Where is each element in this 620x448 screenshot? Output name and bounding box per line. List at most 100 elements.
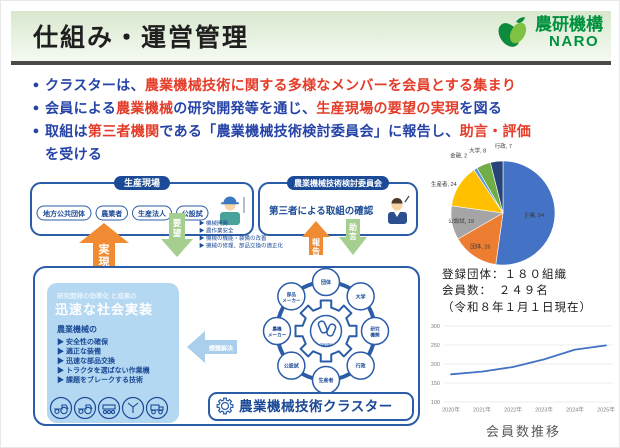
machine-glyph — [102, 409, 108, 415]
member-circle-label: 行政 — [355, 363, 367, 370]
pie-data-label: 公設試, 19 — [448, 217, 474, 225]
machine-glyph — [54, 408, 60, 415]
production-site-title: 生産現場 — [124, 177, 160, 188]
machine-glyph — [60, 406, 68, 415]
bullet-segment: である「農業機械技術検討委員会」に報告し、 — [159, 123, 460, 139]
machine-glyph — [106, 409, 112, 415]
bullet-text: 取組は第三者機関である「農業機械技術検討委員会」に報告し、助言・評価を受ける — [45, 120, 545, 166]
bullet-segment: 生産現場の要望の実現 — [316, 100, 460, 116]
machine-glyph — [127, 402, 139, 413]
bullet-dot: ● — [32, 125, 40, 137]
pie-data-label: 行政, 7 — [495, 142, 512, 150]
member-circle-label: 大学 — [356, 293, 366, 300]
bullet-item: ● 取組は第三者機関である「農業機械技術検討委員会」に報告し、助言・評価を受ける — [27, 120, 611, 166]
request-item: ▶ 農作業安全 — [199, 227, 234, 235]
member-circle — [311, 267, 341, 297]
outcome-item: ▶ トラクタを選ばない作業機 — [57, 366, 150, 375]
pie-slice — [495, 160, 556, 266]
member-circle-label: メーカー — [268, 332, 287, 339]
request-item: ▶ 機械の機能・装備の改善 — [199, 234, 267, 242]
x-tick-label: 2022年 — [504, 406, 522, 414]
solve-arrow — [187, 331, 237, 363]
outcome-subtitle: 研究開発の効率化 と成果の — [57, 291, 137, 300]
x-tick-label: 2021年 — [473, 406, 491, 414]
naro-leaf-icon — [498, 17, 527, 47]
member-pill-label: 公設試 — [182, 209, 203, 218]
outcome-inner-box — [47, 283, 179, 423]
solve-arrow-label: 課題解決 — [209, 345, 234, 353]
member-circle-label: 機関 — [369, 332, 380, 339]
bullet-segment: 取組は — [45, 123, 88, 139]
bullet-segment: を図る — [459, 100, 503, 116]
page-title: 仕組み・運営管理 — [33, 24, 250, 52]
membership-stats: 登録団体：１８０組織 会員数： ２４９名 （令和８年１月１日現在） — [442, 267, 592, 316]
farmer-cap-brim — [221, 202, 239, 205]
bullet-segment: 会員による — [45, 100, 117, 116]
logo-org-text: 農研機構 — [535, 14, 603, 34]
machine-glyph — [102, 404, 116, 410]
arrow-label: 実 — [99, 242, 110, 256]
bullet-text: クラスターは、農業機械技術に関する多様なメンバーを会員とする集まり — [45, 74, 516, 97]
stat-as-of-date: （令和８年１月１日現在） — [442, 301, 592, 314]
bullet-segment: クラスターは、 — [45, 77, 145, 93]
membership-trend-chart: 100 150 200 250 300 2020年 2021年 2022年 2023年 2024年… — [431, 324, 616, 414]
cluster-mark — [326, 323, 337, 337]
machine-icon — [97, 396, 121, 420]
member-circle-label: 研究 — [370, 326, 380, 333]
examiner-body — [388, 212, 407, 224]
x-tick-label: 2020年 — [442, 406, 460, 414]
member-pill-label: 地方公共団体 — [43, 209, 86, 218]
production-site-header-pill — [114, 176, 170, 190]
bullet-segment: 農業機械 — [116, 100, 174, 116]
machine-glyph — [78, 404, 93, 410]
trend-caption: 会員数推移 — [485, 424, 561, 439]
y-tick-label: 300 — [431, 324, 440, 330]
pie-data-label: 団体, 26 — [470, 243, 490, 251]
realize-arrow — [79, 223, 129, 269]
committee-title: 農業機械技術検討委員会 — [294, 178, 382, 188]
member-circle — [360, 316, 390, 346]
cluster-footer-label: 農業機械技術クラスター — [239, 398, 393, 414]
member-circle — [346, 351, 375, 380]
member-circle — [277, 282, 306, 311]
arrow-label: 要 — [173, 218, 182, 228]
bullet-list: ● クラスターは、農業機械技術に関する多様なメンバーを会員とする集まり ● 会員による… — [27, 74, 611, 166]
member-circle-label: 団体 — [321, 279, 332, 286]
pie-data-label: 大学, 8 — [469, 146, 486, 154]
stat-registered-orgs: 登録団体：１８０組織 — [442, 269, 567, 281]
request-item: ▶ 機械の修理、部品交換の適正化 — [199, 242, 284, 250]
outcome-item: ▶ 課題をブレークする技術 — [57, 375, 143, 384]
bullet-text: 会員による農業機械の研究開発等を通じ、生産現場の要望の実現を図る — [45, 97, 502, 120]
pie-data-label: 生産者, 24 — [431, 180, 457, 188]
member-circle — [277, 351, 306, 380]
cluster-footer-gear-icon — [216, 397, 234, 415]
member-circle — [262, 316, 292, 346]
member-circle-label: 農機 — [272, 326, 282, 333]
outcome-lead: 農業機械の — [57, 324, 97, 334]
header-underline — [11, 61, 611, 65]
member-circle-label: 生産者 — [318, 377, 333, 384]
machine-icon — [73, 396, 97, 420]
bullet-item: ● クラスターは、農業機械技術に関する多様なメンバーを会員とする集まり — [27, 74, 611, 97]
machine-icon — [49, 396, 73, 420]
farmer-body — [220, 212, 240, 225]
machine-glyph — [110, 409, 116, 415]
membership-pie-chart: 企業, 94 団体, 26 公設試, 19 生産者, 24 金融, 2大学, 8 行政, … — [431, 142, 556, 266]
bullet-dot: ● — [32, 79, 40, 91]
member-pill-label: 生産法人 — [138, 209, 167, 218]
stat-member-count: 会員数： ２４９名 — [442, 285, 549, 298]
bullet-segment: 農業機械技術に関する多様なメンバーを会員とする集まり — [144, 77, 517, 93]
bullet-segment: 第三者機関 — [87, 123, 160, 139]
logo-text: 農研機構 NARO — [535, 14, 603, 50]
report-arrow — [302, 221, 330, 255]
outcome-item: ▶ 安全性の確保 — [57, 337, 109, 346]
member-pill — [95, 205, 128, 221]
pie-slice — [490, 160, 504, 214]
outcome-item: ▶ 適正な装備 — [57, 347, 101, 356]
bullet-segment: 助言・評価 — [459, 123, 532, 139]
bullet-segment: の研究開発等を通じ、 — [173, 100, 317, 116]
bullet-segment: を受ける — [45, 146, 103, 162]
member-circle-label: 公設試 — [284, 363, 299, 370]
y-tick-label: 250 — [431, 343, 440, 349]
